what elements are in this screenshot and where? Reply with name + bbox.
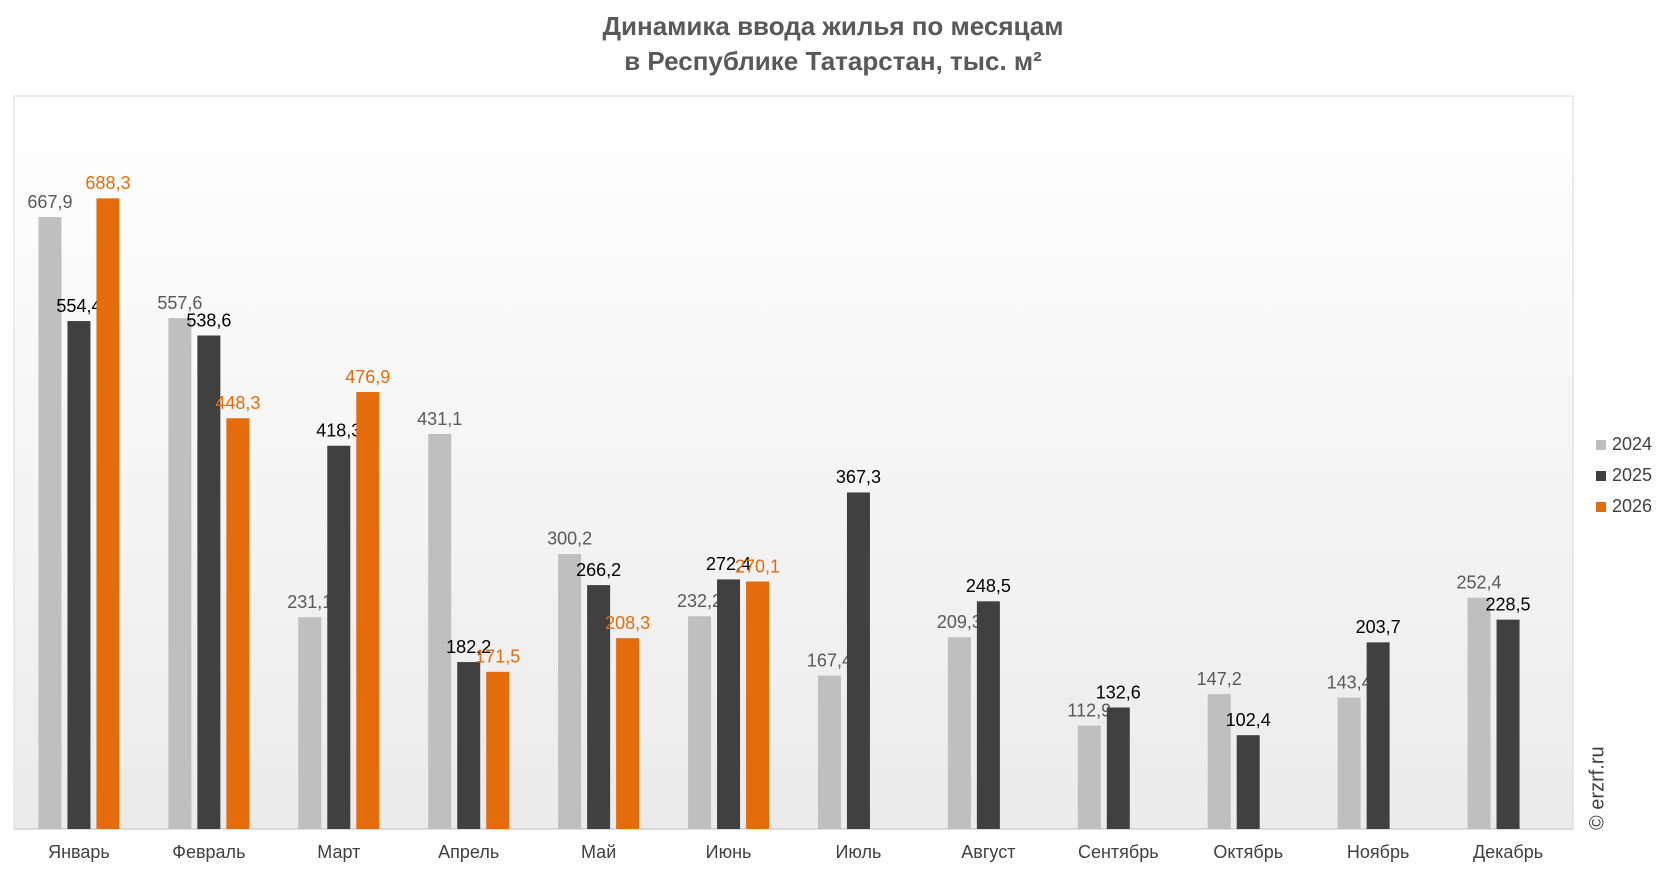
bar: [457, 662, 481, 829]
chart-title: Динамика ввода жилья по месяцам: [602, 11, 1063, 41]
x-tick-label: Сентябрь: [1078, 842, 1159, 862]
value-label: 132,6: [1096, 682, 1141, 702]
bar: [616, 638, 640, 829]
value-label: 208,3: [605, 613, 650, 633]
x-tick-label: Июль: [835, 842, 881, 862]
value-label: 232,2: [677, 591, 722, 611]
value-label: 203,7: [1356, 617, 1401, 637]
legend-label: 2026: [1612, 496, 1652, 516]
value-label: 538,6: [186, 310, 231, 330]
bar: [356, 392, 380, 829]
value-label: 688,3: [85, 173, 130, 193]
bar: [197, 335, 221, 829]
bar: [298, 617, 322, 829]
x-tick-label: Апрель: [438, 842, 499, 862]
bar: [1366, 642, 1390, 829]
value-label: 367,3: [836, 467, 881, 487]
value-label: 171,5: [475, 647, 520, 667]
bar: [947, 637, 971, 829]
legend-label: 2025: [1612, 465, 1652, 485]
bar: [1236, 735, 1260, 829]
value-label: 266,2: [576, 560, 621, 580]
bar: [717, 579, 741, 829]
bar: [1337, 697, 1361, 829]
value-label: 143,4: [1327, 672, 1372, 692]
value-label: 300,2: [547, 529, 592, 549]
legend-swatch: [1596, 502, 1606, 512]
bar: [1496, 619, 1520, 829]
value-label: 431,1: [417, 409, 462, 429]
value-label: 270,1: [735, 556, 780, 576]
bar: [1467, 597, 1491, 829]
value-label: 272,4: [706, 554, 751, 574]
bar: [817, 675, 841, 829]
value-label: 554,4: [56, 296, 101, 316]
value-label: 209,3: [937, 612, 982, 632]
x-tick-label: Январь: [48, 842, 110, 862]
bar: [846, 492, 870, 829]
bar: [1207, 694, 1231, 829]
bar: [38, 217, 62, 829]
x-tick-label: Октябрь: [1213, 842, 1283, 862]
legend-label: 2024: [1612, 434, 1652, 454]
bar: [1077, 725, 1101, 829]
x-tick-label: Май: [581, 842, 616, 862]
x-tick-label: Ноябрь: [1347, 842, 1409, 862]
x-tick-label: Март: [317, 842, 360, 862]
x-tick-label: Июнь: [706, 842, 752, 862]
value-label: 667,9: [27, 192, 72, 212]
value-label: 147,2: [1197, 669, 1242, 689]
legend-swatch: [1596, 471, 1606, 481]
bar: [96, 198, 120, 830]
bar: [746, 581, 770, 829]
bar: [587, 585, 611, 829]
bar: [428, 434, 452, 829]
source: © erzrf.ru: [1586, 746, 1608, 830]
bar: [1106, 707, 1130, 829]
value-label: 252,4: [1457, 572, 1502, 592]
value-label: 248,5: [966, 576, 1011, 596]
bar: [226, 418, 250, 829]
x-tick-label: Август: [961, 842, 1015, 862]
plot-area: [13, 95, 1574, 830]
bar: [168, 318, 192, 829]
x-tick-label: Февраль: [172, 842, 245, 862]
x-tick-label: Декабрь: [1473, 842, 1543, 862]
chart-title: в Республике Татарстан, тыс. м²: [624, 46, 1042, 76]
value-label: 557,6: [157, 293, 202, 313]
bar: [688, 616, 712, 829]
value-label: 448,3: [215, 393, 260, 413]
bar: [558, 553, 582, 829]
value-label: 231,1: [287, 592, 332, 612]
bar: [486, 671, 510, 829]
bar: [67, 321, 91, 829]
value-label: 182,2: [446, 637, 491, 657]
legend-swatch: [1596, 440, 1606, 450]
value-label: 167,4: [807, 650, 852, 670]
value-label: 112,9: [1067, 700, 1111, 720]
bar: [976, 601, 1000, 829]
value-label: 418,3: [316, 420, 361, 440]
value-label: 228,5: [1486, 594, 1531, 614]
value-label: 102,4: [1226, 710, 1271, 730]
bar: [327, 445, 351, 829]
value-label: 476,9: [345, 367, 390, 387]
